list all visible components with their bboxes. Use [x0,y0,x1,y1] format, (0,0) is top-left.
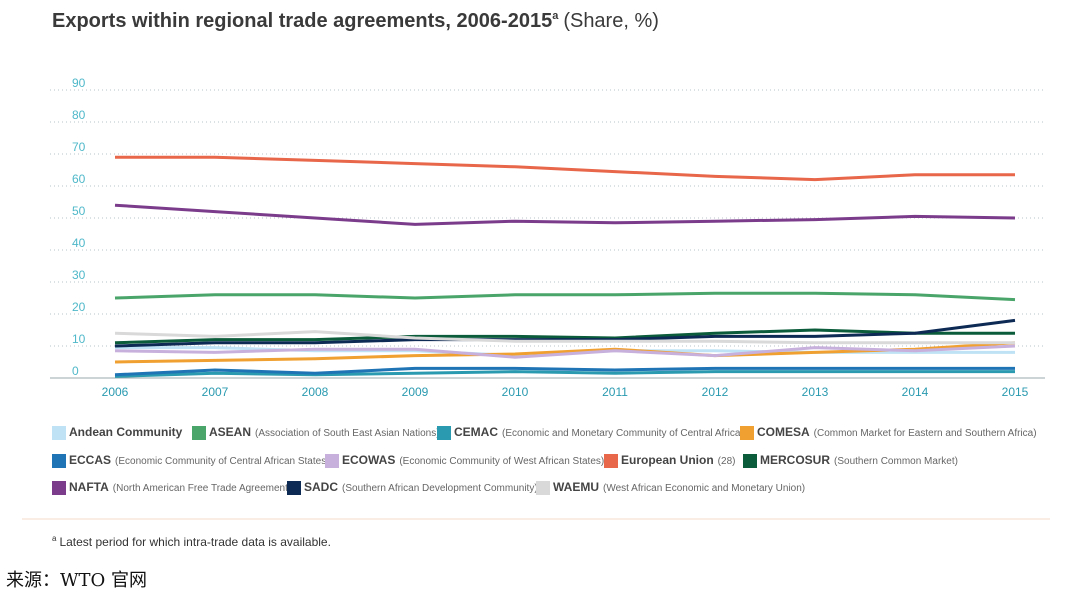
x-tick-label: 2011 [602,385,628,399]
legend-swatch [52,426,66,440]
legend-entry: ECCAS (Economic Community of Central Afri… [69,453,330,467]
source: 来源：WTO 官网 [6,570,147,591]
legend-name: MERCOSUR [760,453,830,467]
legend-swatch [52,481,66,495]
x-tick-label: 2010 [502,385,529,399]
series-line [114,366,1015,377]
y-tick-label: 70 [72,140,86,154]
x-tick-label: 2013 [802,385,829,399]
legend-swatch [740,426,754,440]
y-tick-label: 40 [72,236,86,250]
x-tick-label: 2015 [1002,385,1029,399]
series-line [114,370,1015,378]
legend-name: European Union [621,453,714,467]
legend-name: COMESA [757,425,810,439]
x-tick-label: 2008 [302,385,329,399]
y-tick-label: 20 [72,300,86,314]
legend-name: SADC [304,480,338,494]
x-tick-label: 2014 [902,385,929,399]
legend-description: (North American Free Trade Agreement) [113,483,291,494]
legend-description: (Common Market for Eastern and Southern … [814,428,1037,439]
series-line [114,330,1015,345]
legend-name: CEMAC [454,425,498,439]
legend-entry: CEMAC (Economic and Monetary Community of… [454,425,744,439]
legend-entry: MERCOSUR (Southern Common Market) [760,453,958,467]
legend-swatch [287,481,301,495]
legend-name: NAFTA [69,480,109,494]
x-tick-label: 2009 [402,385,429,399]
series-line [114,291,1016,302]
legend-description: (Economic Community of Central African S… [115,456,330,467]
legend-description: (Economic and Monetary Community of Cent… [502,428,744,439]
legend-description: (Economic Community of West African Stat… [399,456,604,467]
y-tick-label: 90 [72,76,86,90]
legend-entry: WAEMU (West African Economic and Monetary… [553,480,805,494]
series-line [114,203,1016,226]
legend-description: (28) [718,456,736,467]
legend-entry: ECOWAS (Economic Community of West Africa… [342,453,604,467]
series-line [114,318,1016,348]
chart-title-group: Exports within regional trade agreements… [52,10,659,32]
legend-name: WAEMU [553,480,599,494]
legend-entry: SADC (Southern African Development Commun… [304,480,538,494]
legend-name: ASEAN [209,425,251,439]
x-tick-label: 2006 [102,385,129,399]
legend-description: (Southern African Development Community) [342,483,538,494]
legend-entry: ASEAN (Association of South East Asian Na… [209,425,440,439]
legend-description: (Association of South East Asian Nations… [255,428,440,439]
legend-name: ECOWAS [342,453,395,467]
legend-swatch [743,454,757,468]
series-line [114,344,1016,359]
y-tick-label: 0 [72,364,79,378]
y-tick-label: 10 [72,332,86,346]
legend-entry: European Union (28) [621,453,735,467]
legend-swatch [52,454,66,468]
legend-swatch [604,454,618,468]
series-line [115,155,1015,182]
x-tick-label: 2012 [702,385,729,399]
legend-entry: Andean Community [69,425,183,439]
series-line [114,328,1015,345]
legend-entry: NAFTA (North American Free Trade Agreemen… [69,480,291,494]
series-line [114,341,1016,364]
y-tick-label: 80 [72,108,86,122]
legend-entry: COMESA (Common Market for Eastern and Sou… [757,425,1037,439]
legend-name: Andean Community [69,425,183,439]
legend-description: (West African Economic and Monetary Unio… [603,483,805,494]
y-tick-label: 60 [72,172,86,186]
legend-swatch [325,454,339,468]
footnote-marker: a [52,534,57,543]
legend-name: ECCAS [69,453,111,467]
x-tick-label: 2007 [202,385,229,399]
legend-swatch [437,426,451,440]
legend-swatch [192,426,206,440]
y-tick-label: 30 [72,268,86,282]
footnote-group: a Latest period for which intra-trade dat… [52,534,331,549]
title-unit: (Share, %) [563,10,659,32]
legend-description: (Southern Common Market) [834,456,958,467]
y-tick-label: 50 [72,204,86,218]
legend-swatch [536,481,550,495]
chart-title: Exports within regional trade agreements… [52,10,552,32]
footnote: Latest period for which intra-trade data… [59,535,330,549]
title-marker: a [552,10,559,22]
